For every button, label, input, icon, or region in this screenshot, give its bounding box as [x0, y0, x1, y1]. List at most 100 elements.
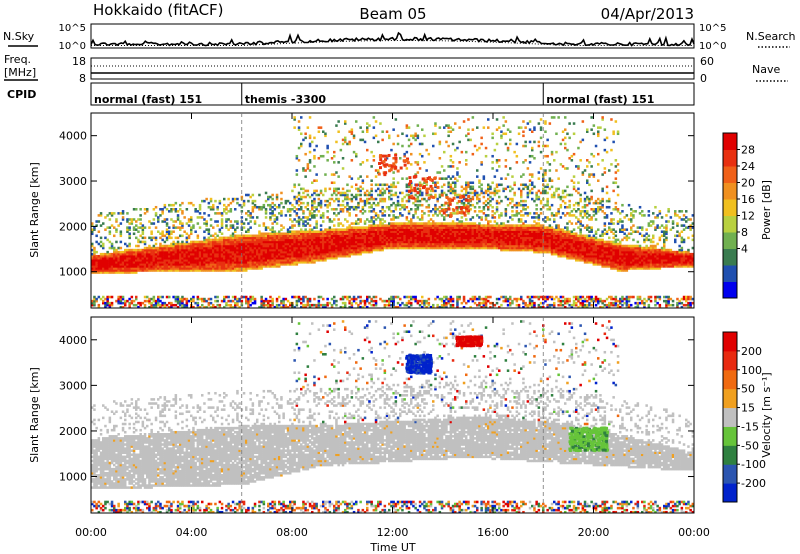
power-cell	[337, 252, 340, 256]
power-cell	[506, 246, 510, 250]
power-cell	[319, 238, 323, 242]
power-cell	[91, 261, 94, 264]
power-cell	[146, 208, 149, 211]
power-cell	[247, 238, 250, 242]
power-cell	[201, 240, 204, 244]
power-cell	[436, 181, 439, 185]
power-cell	[304, 305, 307, 308]
power-cell	[236, 242, 239, 246]
power-cell	[511, 205, 514, 209]
power-cell	[194, 210, 197, 213]
power-cell	[509, 236, 512, 240]
power-cell	[157, 252, 160, 256]
power-cell	[355, 244, 358, 248]
power-cell	[130, 254, 134, 258]
power-cell	[152, 246, 156, 250]
power-cell	[99, 297, 103, 301]
power-cell	[311, 214, 314, 217]
power-cell	[339, 232, 343, 236]
power-cell	[403, 236, 406, 240]
power-cell	[256, 256, 259, 260]
power-cell	[300, 252, 303, 256]
power-cell	[209, 259, 213, 262]
power-cell	[216, 263, 219, 266]
power-cell	[436, 244, 439, 248]
power-cell	[385, 226, 389, 229]
power-cell	[207, 250, 211, 254]
power-cell	[227, 252, 230, 256]
power-cell	[269, 203, 272, 207]
power-cell	[179, 254, 182, 258]
power-cell	[372, 242, 376, 246]
power-cell	[267, 259, 270, 262]
power-cell	[240, 242, 244, 246]
power-cell	[104, 265, 107, 268]
power-cell	[91, 267, 94, 270]
power-cell	[181, 303, 184, 307]
power-cell	[326, 301, 329, 305]
power-cell	[297, 261, 301, 264]
power-cell	[335, 299, 338, 303]
power-cell	[324, 230, 327, 233]
power-cell	[394, 240, 398, 244]
power-cell	[383, 242, 387, 246]
power-cell	[434, 224, 437, 227]
power-cell	[504, 295, 508, 299]
power-cell	[302, 234, 305, 238]
power-cell	[220, 254, 224, 258]
power-cell	[440, 222, 444, 225]
power-cell	[392, 222, 395, 225]
power-cell	[322, 230, 325, 233]
power-cell	[110, 269, 114, 272]
power-cell	[165, 244, 169, 248]
power-cell	[170, 244, 173, 248]
power-cell	[97, 242, 101, 246]
power-cell	[300, 232, 303, 236]
power-cell	[465, 210, 468, 213]
power-cell	[489, 305, 492, 308]
power-cell	[225, 261, 228, 264]
power-cell	[438, 240, 442, 244]
power-cell	[293, 261, 296, 264]
power-cell	[183, 252, 186, 256]
power-cell	[258, 267, 261, 270]
power-cell	[295, 242, 299, 246]
power-cell	[106, 250, 109, 254]
power-cell	[513, 224, 516, 227]
power-cell	[407, 244, 411, 248]
power-cell	[341, 191, 345, 195]
power-cell	[135, 244, 138, 248]
power-cell	[335, 250, 338, 254]
power-cell	[262, 205, 266, 209]
power-cell	[207, 301, 211, 305]
power-cell	[93, 265, 96, 268]
power-cell	[396, 222, 400, 225]
power-cell	[454, 148, 457, 152]
power-cell	[480, 242, 483, 246]
power-cell	[330, 193, 334, 197]
power-cell	[311, 242, 314, 246]
power-cell	[399, 240, 402, 244]
power-cell	[465, 234, 468, 238]
power-cell	[421, 218, 424, 221]
power-cell	[363, 244, 367, 248]
power-cell	[306, 232, 310, 236]
power-cell	[509, 201, 512, 205]
power-cell	[372, 228, 376, 231]
power-cell	[269, 295, 272, 299]
power-cell	[154, 242, 158, 246]
power-cell	[319, 246, 323, 250]
power-cell	[469, 218, 472, 221]
power-cell	[352, 226, 356, 229]
power-cell	[471, 230, 475, 233]
power-cell	[201, 199, 204, 203]
power-cell	[113, 254, 116, 258]
power-cell	[440, 242, 444, 246]
power-cell	[245, 250, 248, 254]
power-cell	[467, 234, 470, 238]
power-cell	[377, 236, 380, 240]
power-cell	[247, 254, 250, 258]
power-cell	[174, 226, 178, 229]
power-cell	[198, 205, 202, 209]
power-cell	[396, 181, 400, 185]
